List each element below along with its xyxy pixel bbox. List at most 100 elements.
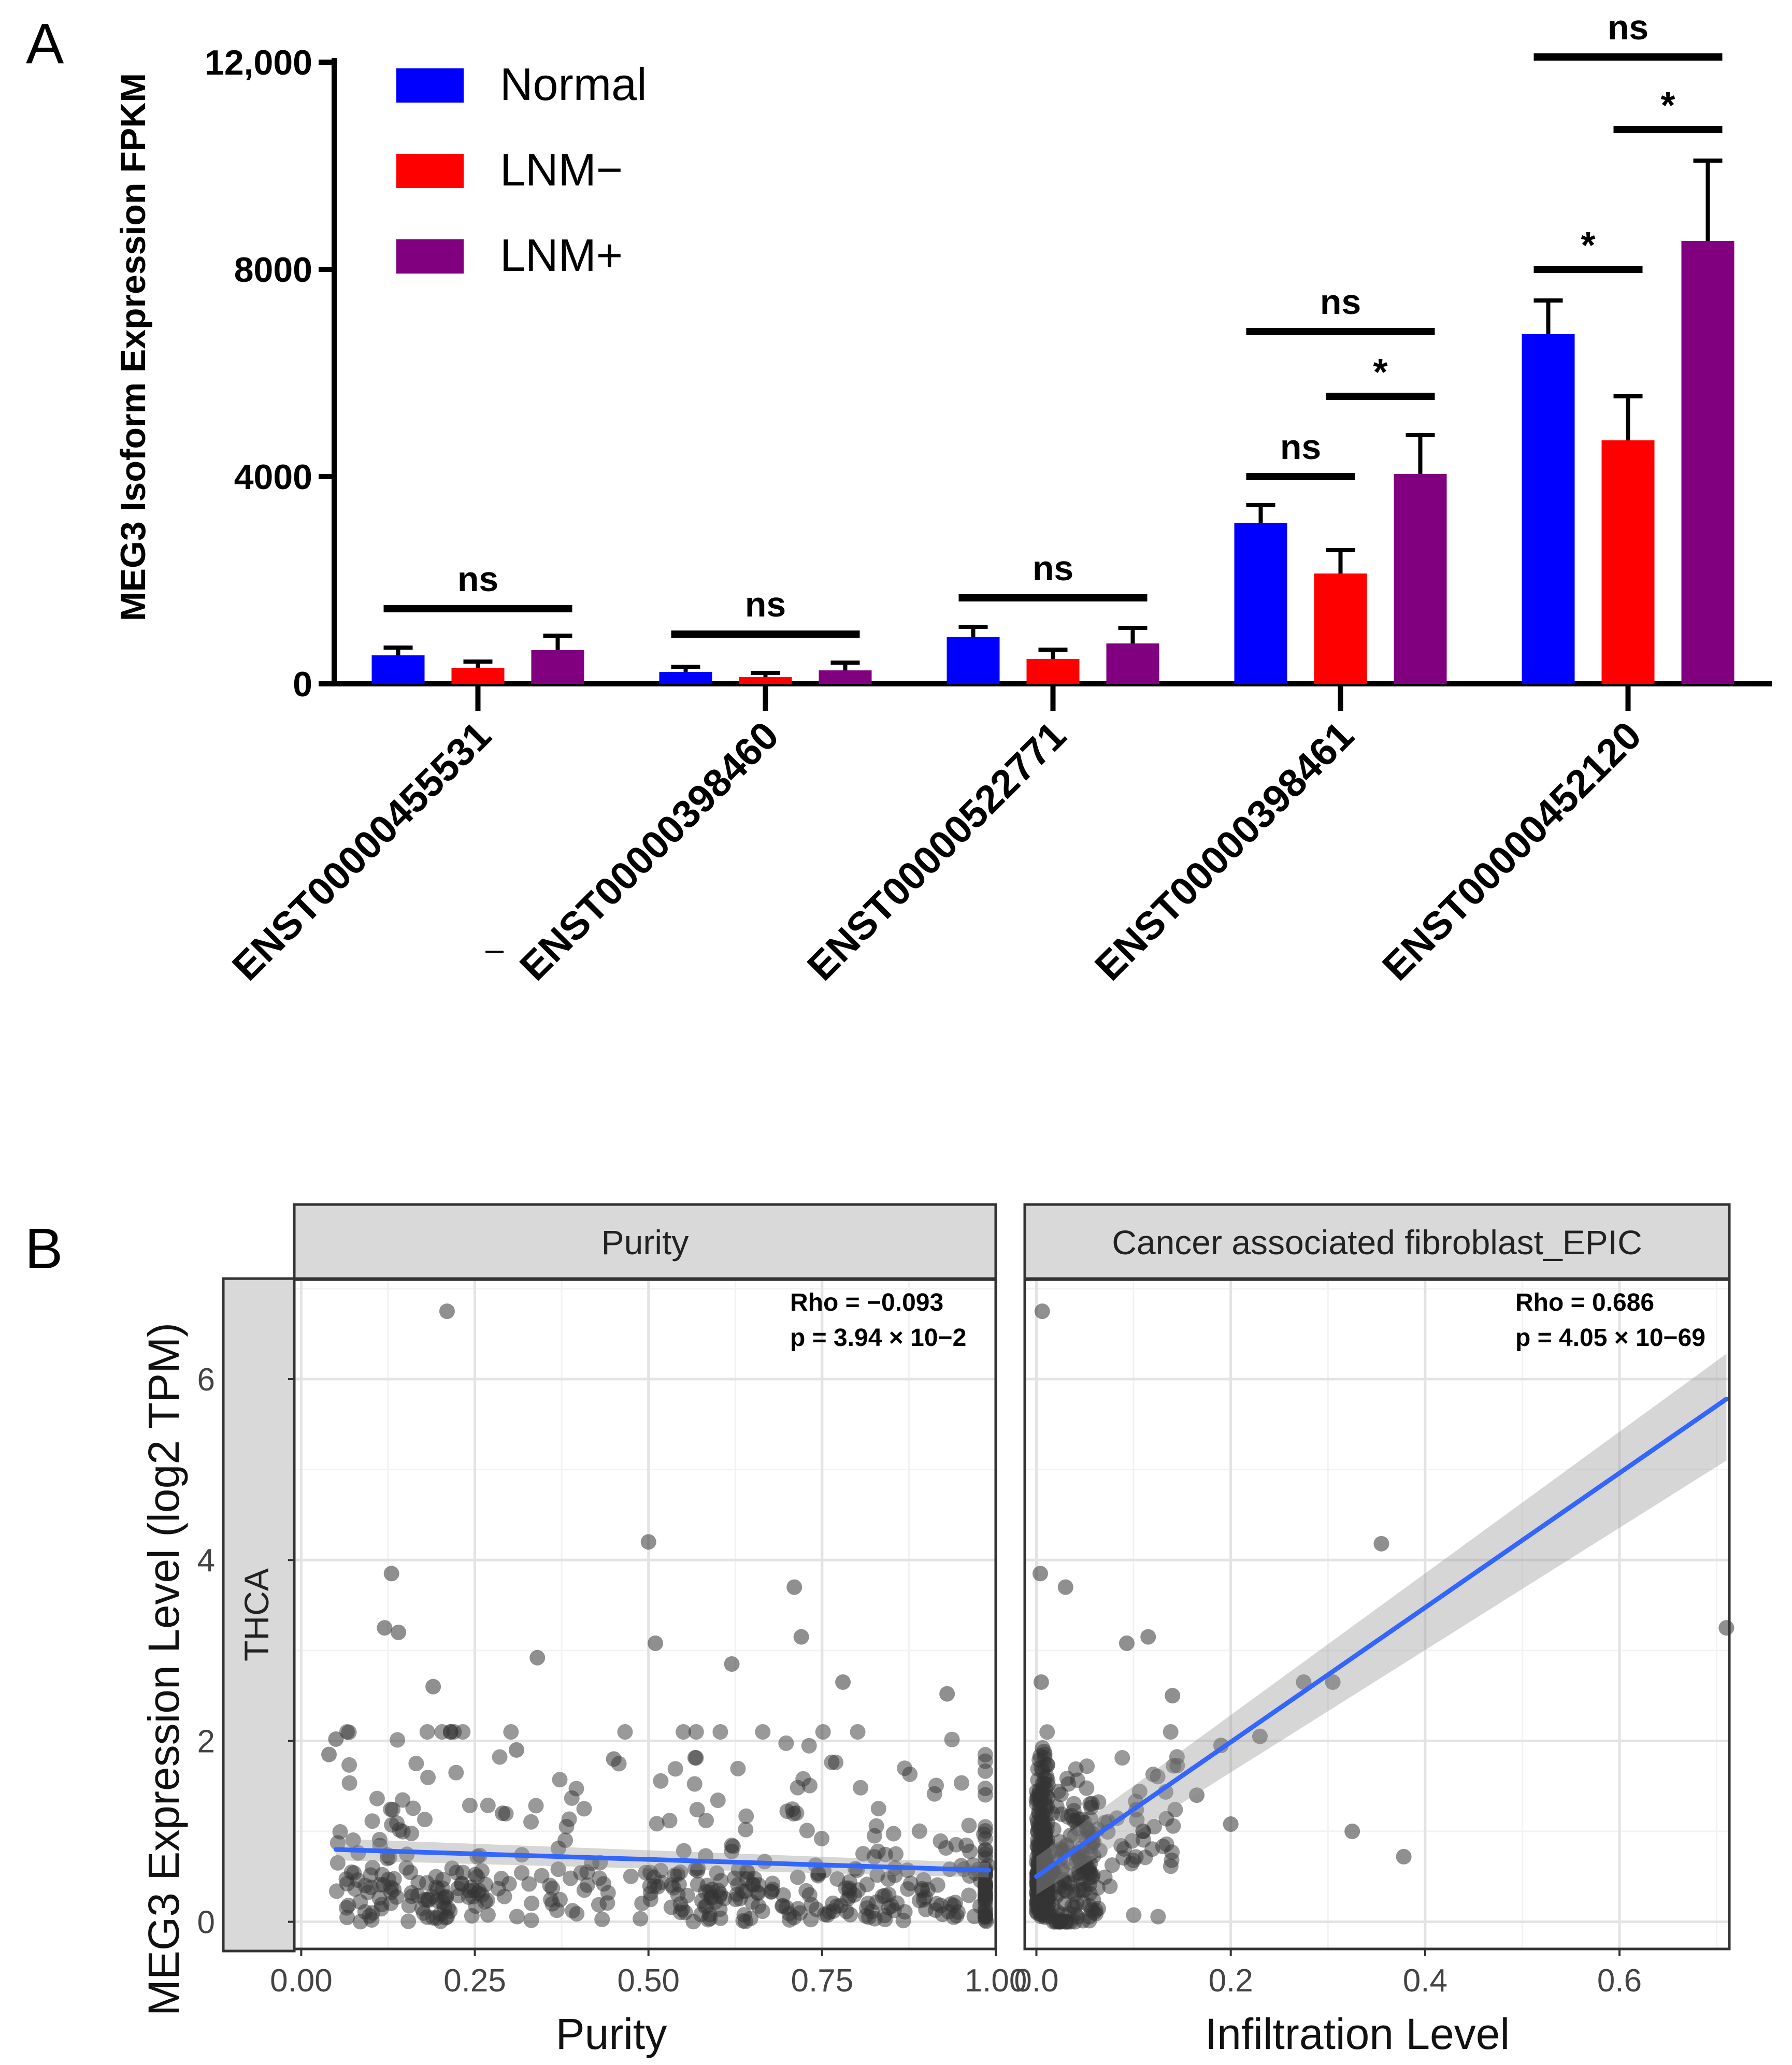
facet-2-strip <box>1023 1203 1731 1280</box>
scatter-point <box>1075 1913 1091 1929</box>
scatter-point <box>395 1792 411 1808</box>
scatter-point <box>419 1724 435 1740</box>
scatter-point <box>1144 1841 1160 1857</box>
legend-swatch <box>396 68 464 103</box>
scatter-point-outlier <box>1396 1848 1412 1865</box>
scatter-point <box>373 1901 389 1917</box>
facet-2-panel: 0.0 0.2 0.4 0.6 Rho = 0.686 p = 4.05 × 10−69 <box>1014 1278 1734 1999</box>
scatter-point <box>557 1832 574 1848</box>
scatter-point <box>686 1776 703 1792</box>
panel-a-y-tick-label: 4000 <box>234 457 312 497</box>
scatter-point <box>1032 1748 1048 1764</box>
significance-label: ns <box>1608 8 1648 47</box>
scatter-point <box>360 1884 376 1900</box>
scatter-point <box>738 1808 754 1824</box>
panel-b-x-tick-label: 0.4 <box>1403 1963 1447 1999</box>
facet-border <box>1023 1278 1731 1951</box>
significance-label: ns <box>1033 549 1073 588</box>
scatter-point <box>742 1911 758 1927</box>
panel-a-y-tick-label: 0 <box>293 665 312 704</box>
panel-b-x-tick-label: 0.2 <box>1209 1963 1253 1999</box>
scatter-point-outlier <box>1373 1536 1389 1552</box>
scatter-point <box>544 1896 561 1912</box>
scatter-point-outlier <box>1325 1674 1341 1690</box>
scatter-point <box>410 1874 426 1890</box>
facet-1-x-axis-label: Purity <box>556 2010 667 2058</box>
scatter-point <box>523 1912 539 1928</box>
scatter-point-outlier <box>939 1686 955 1702</box>
scatter-point <box>1075 1882 1091 1898</box>
scatter-point <box>755 1724 771 1740</box>
scatter-point <box>977 1850 993 1866</box>
scatter-point <box>1102 1878 1118 1895</box>
scatter-point-outlier <box>391 1624 407 1640</box>
scatter-point-outlier <box>1119 1635 1135 1651</box>
scatter-point-outlier <box>640 1534 656 1550</box>
scatter-point <box>911 1892 927 1909</box>
scatter-point <box>429 1892 446 1909</box>
scatter-point <box>371 1832 388 1848</box>
scatter-point <box>790 1869 806 1885</box>
row-strip-label: THCA <box>237 1568 276 1661</box>
scatter-point <box>438 1910 454 1926</box>
scatter-point <box>467 1867 483 1883</box>
bar-ENST00000398461-series-1 <box>1314 573 1367 684</box>
scatter-point-outlier <box>793 1629 809 1645</box>
scatter-point-outlier <box>439 1303 455 1320</box>
scatter-point <box>649 1816 665 1832</box>
panel-b-scatter-plots: B MEG3 Expression Level (log2 TPM) THCA … <box>25 1203 1734 2058</box>
scatter-point <box>790 1780 806 1796</box>
scatter-point-outlier <box>1718 1620 1734 1636</box>
panel-a-legend: Normal LNM− LNM+ <box>396 59 647 281</box>
scatter-point <box>369 1790 385 1806</box>
scatter-point <box>596 1876 612 1892</box>
facet-2-strip-label: Cancer associated fibroblast_EPIC <box>1112 1223 1642 1261</box>
facet-1-panel: 0.00 0.25 0.50 0.75 1.00 Rho = −0.093 p = 3.94… <box>270 1278 1027 1999</box>
scatter-point <box>528 1798 544 1814</box>
scatter-point-outlier <box>425 1679 441 1695</box>
scatter-point-outlier <box>724 1656 740 1672</box>
legend-label: LNM+ <box>500 230 623 281</box>
scatter-point <box>474 1887 490 1903</box>
scatter-point <box>1063 1827 1079 1843</box>
significance-label: * <box>1373 352 1387 393</box>
scatter-point <box>341 1757 357 1773</box>
scatter-point <box>1114 1750 1130 1766</box>
panel-b-x-tick-label: 0.75 <box>791 1963 854 1999</box>
scatter-point-outlier <box>1033 1566 1049 1582</box>
bar-ENST00000455531-series-0 <box>371 655 425 684</box>
scatter-point <box>408 1755 424 1771</box>
scatter-point <box>1163 1724 1179 1740</box>
scatter-point <box>817 1906 833 1923</box>
scatter-point <box>859 1900 875 1916</box>
scatter-point <box>730 1861 747 1877</box>
scatter-point <box>594 1911 610 1927</box>
scatter-point <box>775 1898 791 1914</box>
scatter-point <box>1030 1880 1046 1896</box>
scatter-point <box>688 1724 704 1740</box>
scatter-point <box>698 1813 714 1829</box>
scatter-point <box>1068 1761 1084 1777</box>
panel-b-y-tick-label: 2 <box>197 1724 215 1759</box>
panel-b-label: B <box>25 1217 63 1281</box>
scatter-point-outlier <box>1135 1824 1151 1840</box>
scatter-point <box>713 1873 729 1889</box>
scatter-point <box>345 1832 361 1848</box>
scatter-point-outlier <box>1344 1824 1360 1840</box>
scatter-point <box>750 1877 766 1893</box>
panel-a-y-tick-label: 12,000 <box>205 43 312 82</box>
scatter-point <box>1029 1894 1045 1910</box>
facet-1-strip <box>293 1203 997 1280</box>
scatter-point <box>853 1780 869 1796</box>
scatter-point <box>552 1772 568 1788</box>
scatter-point <box>850 1724 866 1740</box>
scatter-point <box>417 1892 433 1908</box>
scatter-point <box>454 1876 470 1892</box>
bar-ENST00000522771-series-0 <box>947 637 1000 684</box>
scatter-point-outlier <box>1033 1674 1049 1690</box>
scatter-point <box>623 1868 639 1884</box>
scatter-point <box>933 1833 949 1849</box>
scatter-point <box>363 1867 379 1883</box>
scatter-point <box>1081 1898 1097 1914</box>
scatter-point <box>617 1724 633 1740</box>
